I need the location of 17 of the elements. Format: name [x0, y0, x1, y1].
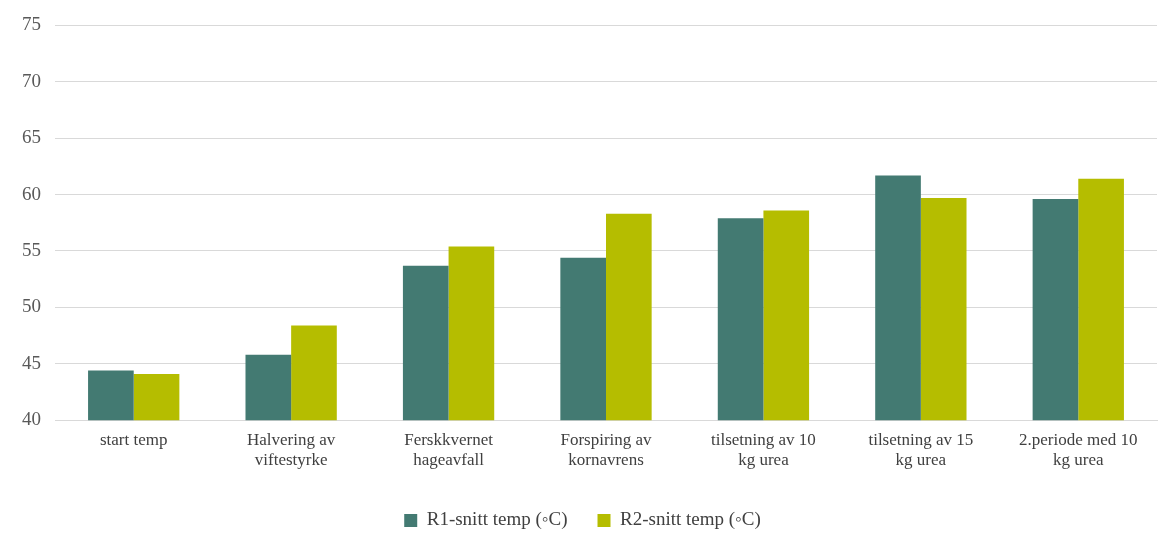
x-tick-label: 2.periode med 10 kg urea: [1019, 429, 1138, 470]
legend-label: R2-snitt temp (◦C): [620, 508, 761, 531]
y-tick-label: 45: [22, 351, 41, 373]
x-tick-label: Ferskkvernet hageavfall: [404, 429, 494, 470]
y-tick-label: 55: [22, 238, 41, 260]
x-tick-label: tilsetning av 10 kg urea: [711, 429, 816, 470]
x-tick-label: start temp: [99, 429, 168, 449]
legend-label: R1-snitt temp (◦C): [426, 508, 568, 531]
x-tick-label: Forspiring av kornavrens: [560, 429, 653, 470]
y-tick-label: 75: [22, 13, 41, 35]
x-tick-label: tilsetning av 15 kg urea: [868, 429, 974, 470]
y-tick-label: 40: [22, 408, 41, 430]
y-tick-label: 50: [22, 295, 41, 317]
x-tick-label: Halvering av viftestyrke: [247, 429, 336, 470]
y-tick-label: 70: [22, 69, 41, 91]
y-tick-label: 60: [22, 182, 41, 204]
y-tick-label: 65: [22, 126, 41, 148]
